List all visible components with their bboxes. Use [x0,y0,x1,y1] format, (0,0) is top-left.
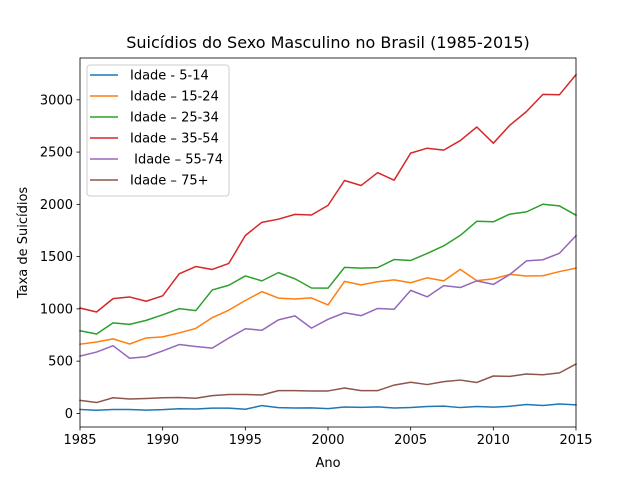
x-tick-label: 2000 [311,433,344,448]
y-axis-label: Taxa de Suicídios [16,187,31,300]
series-line-3 [79,203,578,335]
x-axis-label: Ano [315,456,340,471]
legend-label-6: Idade – 75+ [130,174,209,189]
series-line-5 [79,234,578,359]
y-axis-ticks: 0 500 1000 1500 2000 2500 3000 [40,93,80,422]
x-tick-label: 1990 [146,433,179,448]
plot-lines [79,73,578,412]
series-line-4 [79,73,578,313]
y-tick-label: 0 [65,407,73,422]
legend-label-3: Idade – 25-34 [130,111,219,126]
y-tick-label: 1500 [40,250,73,265]
x-tick-label: 1995 [229,433,262,448]
y-tick-label: 500 [48,355,73,370]
x-tick-label: 2015 [559,433,592,448]
series-line-6 [79,363,578,404]
legend-box [86,64,230,197]
plot-frame [79,57,577,428]
x-tick-label: 2005 [394,433,427,448]
series-line-2 [79,267,577,346]
series-line-1 [79,403,577,412]
y-tick-label: 3000 [40,93,73,108]
legend-label-1: Idade - 5-14 [130,69,209,84]
x-tick-label: 1985 [63,433,96,448]
x-axis-ticks: 1985 1990 1995 2000 2005 2010 2015 [63,427,593,448]
legend: Idade - 5-14 Idade – 15-24 Idade – 25-34 Id… [86,64,230,197]
y-tick-label: 2000 [40,198,73,213]
legend-label-5: Idade – 55-74 [130,153,223,168]
x-tick-label: 2010 [477,433,510,448]
legend-label-2: Idade – 15-24 [130,90,219,105]
y-tick-label: 1000 [40,302,73,317]
chart-title: Suicídios do Sexo Masculino no Brasil (1… [126,33,530,52]
y-tick-label: 2500 [40,146,73,161]
legend-label-4: Idade – 35-54 [130,132,219,147]
